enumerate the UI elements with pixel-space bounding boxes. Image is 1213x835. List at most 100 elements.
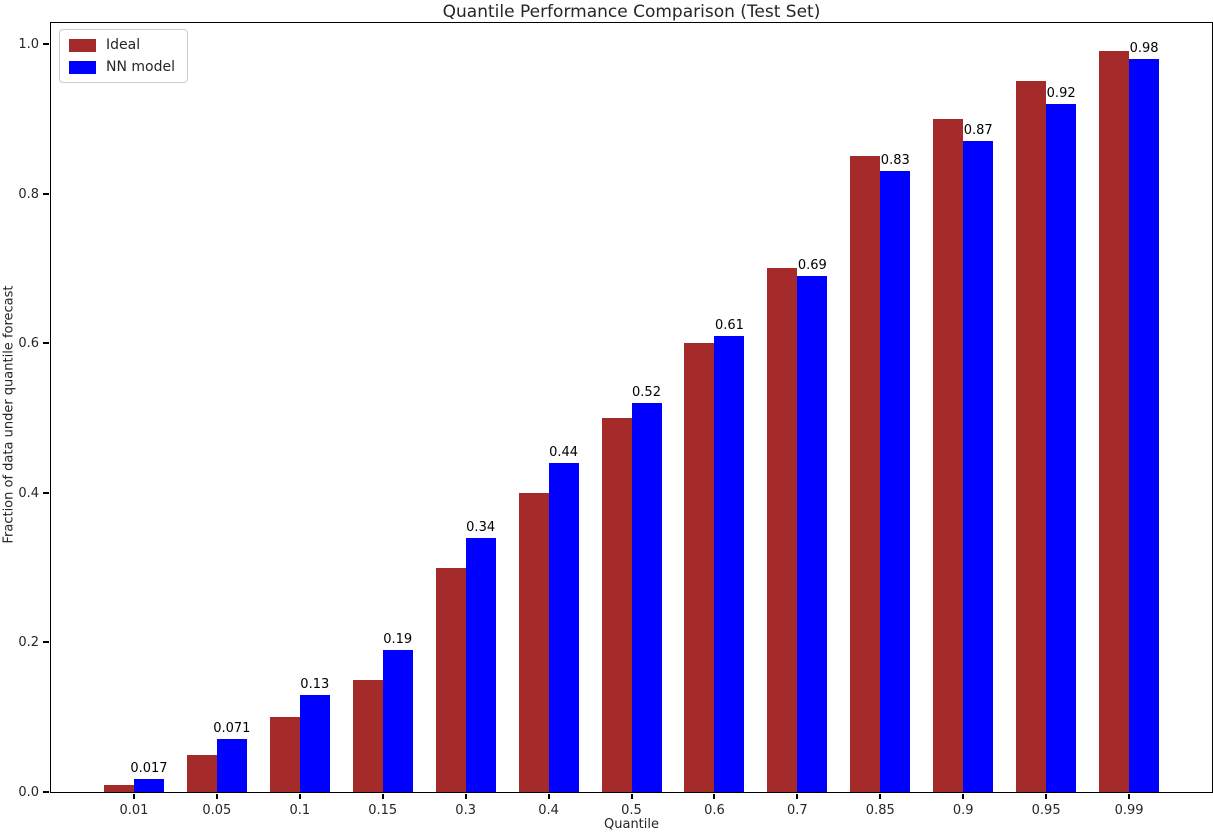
bar-group-0.85: 0.83 0.85 (850, 23, 911, 818)
x-tick-mark-0.85 (879, 794, 882, 799)
bar-nn-model-0.3 (465, 537, 496, 792)
x-tick-mark-0.15 (381, 794, 384, 799)
x-tick-mark-0.95 (1045, 794, 1048, 799)
y-tick-label-1.0: 1.0 (18, 36, 39, 52)
bar-nn-model-0.5 (631, 403, 662, 792)
y-tick-label-0.6: 0.6 (18, 336, 39, 352)
bar-value-label-0.05: 0.071 (213, 720, 251, 736)
bar-value-label-0.85: 0.83 (880, 153, 910, 169)
bar-value-label-0.6: 0.61 (714, 317, 744, 333)
x-tick-mark-0.01 (132, 794, 135, 799)
bar-ideal-0.99 (1099, 51, 1130, 792)
bar-ideal-0.9 (933, 118, 964, 792)
bar-ideal-0.7 (767, 268, 798, 792)
bar-ideal-0.95 (1016, 81, 1047, 792)
x-tick-label-0.1: 0.1 (289, 803, 311, 818)
x-tick-label-0.6: 0.6 (704, 803, 725, 818)
bar-nn-model-0.4 (548, 462, 579, 792)
bar-group-0.01: 0.017 0.01 (103, 23, 168, 818)
x-tick-mark-0.7 (796, 794, 799, 799)
bar-value-label-0.4: 0.44 (549, 444, 579, 460)
bar-nn-model-0.01 (133, 779, 164, 792)
x-tick-label-0.05: 0.05 (202, 803, 232, 818)
bar-value-label-0.5: 0.52 (632, 385, 661, 401)
y-tick-label-0.2: 0.2 (18, 635, 39, 651)
legend: Ideal NN model (59, 29, 188, 83)
bar-nn-model-0.05 (216, 738, 247, 792)
x-tick-mark-0.5 (630, 794, 633, 799)
y-tick-label-0.0: 0.0 (18, 785, 39, 800)
bar-group-0.7: 0.69 0.7 (767, 23, 828, 818)
legend-swatch-ideal-icon (69, 38, 96, 52)
x-tick-mark-0.05 (215, 794, 218, 799)
legend-label-nn-model: NN model (106, 59, 175, 75)
x-tick-mark-0.1 (298, 794, 301, 799)
bar-nn-model-0.95 (1046, 103, 1077, 792)
bar-group-0.99: 0.98 0.99 (1099, 23, 1160, 818)
bar-nn-model-0.85 (880, 171, 911, 792)
bar-group-0.5: 0.52 0.5 (601, 23, 662, 818)
bar-value-label-0.15: 0.19 (383, 631, 413, 647)
x-tick-label-0.15: 0.15 (368, 803, 398, 818)
bar-nn-model-0.1 (299, 694, 330, 792)
chart-title: Quantile Performance Comparison (Test Se… (442, 2, 821, 22)
bar-ideal-0.6 (684, 343, 715, 792)
y-tick-label-0.8: 0.8 (18, 186, 39, 202)
x-tick-mark-0.99 (1128, 794, 1131, 799)
y-tick-mark-1.0 (43, 42, 49, 45)
y-tick-mark-0.8 (43, 192, 49, 195)
bar-ideal-0.4 (518, 492, 549, 792)
y-tick-label-0.4: 0.4 (18, 485, 39, 501)
bar-group-0.1: 0.13 0.1 (269, 23, 330, 818)
x-tick-label-0.99: 0.99 (1114, 803, 1144, 818)
x-tick-label-0.01: 0.01 (119, 803, 149, 818)
bar-value-label-0.1: 0.13 (300, 676, 330, 692)
y-tick-mark-0.0 (43, 791, 49, 793)
x-tick-label-0.9: 0.9 (952, 803, 974, 818)
bar-value-label-0.01: 0.017 (130, 761, 168, 777)
bar-value-label-0.9: 0.87 (963, 123, 993, 139)
x-tick-mark-0.9 (962, 794, 965, 799)
x-axis-label: Quantile (604, 817, 659, 832)
bar-nn-model-0.15 (382, 649, 413, 792)
bar-nn-model-0.6 (714, 335, 745, 792)
bar-value-label-0.99: 0.98 (1129, 40, 1159, 56)
bar-value-label-0.7: 0.69 (797, 257, 827, 273)
y-tick-mark-0.2 (43, 641, 49, 644)
bar-group-0.15: 0.19 0.15 (352, 23, 413, 818)
bar-ideal-0.15 (352, 679, 383, 792)
x-tick-label-0.7: 0.7 (787, 803, 808, 818)
y-axis-label: Fraction of data under quantile forecast (1, 285, 17, 544)
y-tick-mark-0.6 (43, 342, 49, 345)
bar-group-0.9: 0.87 0.9 (933, 23, 994, 818)
bar-value-label-0.3: 0.34 (466, 519, 496, 535)
bar-nn-model-0.99 (1129, 58, 1160, 792)
legend-entry-nn-model: NN model (69, 59, 175, 75)
x-tick-mark-0.6 (713, 794, 716, 799)
x-tick-mark-0.3 (464, 794, 467, 799)
bar-group-0.3: 0.34 0.3 (435, 23, 496, 818)
bar-ideal-0.5 (601, 417, 632, 792)
bar-ideal-0.1 (269, 717, 300, 792)
x-tick-label-0.85: 0.85 (865, 803, 895, 818)
x-tick-label-0.3: 0.3 (455, 803, 476, 818)
legend-swatch-nn-model-icon (69, 60, 96, 74)
bar-ideal-0.05 (186, 754, 217, 792)
x-tick-label-0.5: 0.5 (621, 803, 642, 818)
legend-label-ideal: Ideal (106, 37, 141, 53)
bar-ideal-0.85 (850, 156, 881, 792)
bar-group-0.95: 0.92 0.95 (1016, 23, 1077, 818)
bar-nn-model-0.9 (963, 141, 994, 792)
x-tick-label-0.4: 0.4 (538, 803, 559, 818)
y-tick-mark-0.4 (43, 491, 49, 494)
bar-group-0.05: 0.071 0.05 (186, 23, 251, 818)
plot-area: Ideal NN model 0.017 0.01 0.071 0.05 0.13 0.1… (18, 22, 1213, 818)
bar-ideal-0.3 (435, 567, 466, 792)
legend-entry-ideal: Ideal (69, 37, 175, 53)
x-tick-label-0.95: 0.95 (1031, 803, 1061, 818)
x-tick-mark-0.4 (547, 794, 550, 799)
bar-value-label-0.95: 0.92 (1046, 85, 1076, 101)
bar-group-0.4: 0.44 0.4 (518, 23, 579, 818)
bar-group-0.6: 0.61 0.6 (684, 23, 745, 818)
